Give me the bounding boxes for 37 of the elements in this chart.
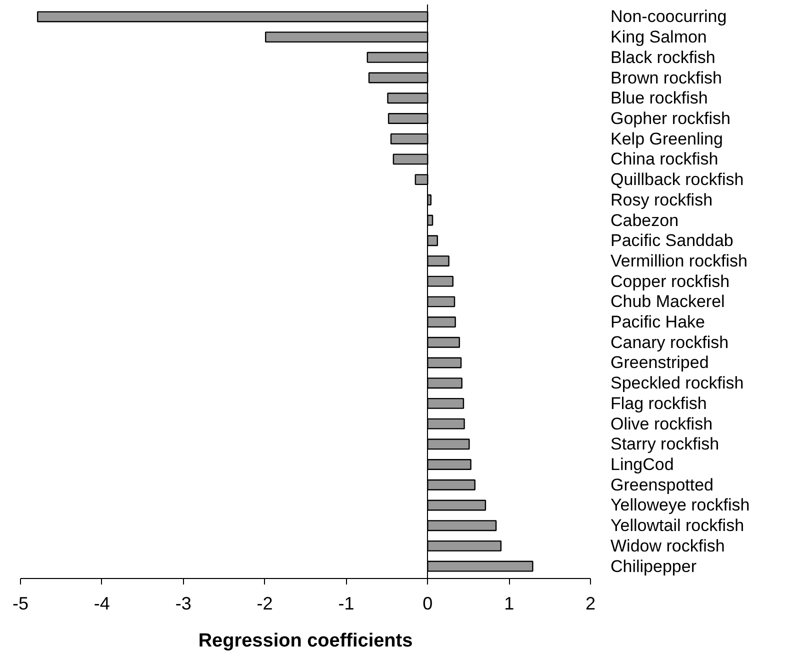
x-tick-label: -3 — [175, 594, 192, 614]
x-tick-label: 2 — [585, 594, 596, 614]
y-tick-label: Brown rockfish — [610, 68, 722, 88]
y-tick-label: Vermillion rockfish — [610, 251, 748, 270]
y-tick-label: Chilipepper — [610, 556, 697, 576]
y-tick-label: Widow rockfish — [610, 536, 725, 556]
x-tick-label: 1 — [504, 594, 514, 614]
y-tick-label: Greenspotted — [610, 475, 714, 494]
y-tick-label: Greenstriped — [610, 353, 709, 372]
y-tick-label: Gopher rockfish — [610, 108, 730, 128]
y-tick-label: Speckled rockfish — [610, 374, 744, 393]
y-tick-label: LingCod — [610, 455, 674, 474]
y-tick-label: Pacific Sanddab — [610, 231, 734, 250]
y-tick-label: Canary rockfish — [610, 332, 729, 352]
x-axis-title: Regression coefficients — [198, 630, 413, 652]
y-tick-label: Rosy rockfish — [610, 190, 713, 210]
x-tick-label: -2 — [256, 594, 273, 614]
x-tick-label: 0 — [422, 594, 433, 614]
x-tick-label: -1 — [338, 594, 354, 614]
y-tick-label: Black rockfish — [610, 48, 716, 67]
y-tick-label: Quillback rockfish — [610, 170, 744, 190]
y-tick-label: Pacific Hake — [610, 312, 705, 332]
x-tick-label: -4 — [94, 594, 110, 614]
x-tick-label: -5 — [12, 594, 29, 614]
y-tick-label: Starry rockfish — [610, 434, 720, 454]
y-tick-label: King Salmon — [610, 28, 707, 47]
y-tick-label: Copper rockfish — [610, 272, 730, 291]
y-tick-label: Yellowtail rockfish — [610, 516, 744, 536]
y-tick-label: Olive rockfish — [610, 414, 713, 434]
y-tick-label: Yelloweye rockfish — [610, 496, 750, 515]
y-tick-label: Chub Mackerel — [610, 292, 725, 312]
y-tick-label: Kelp Greenling — [610, 129, 723, 148]
y-tick-label: Flag rockfish — [610, 394, 707, 413]
y-tick-label: Non-coocurring — [610, 7, 727, 26]
y-tick-label: Cabezon — [610, 210, 679, 230]
y-tick-label: Blue rockfish — [610, 88, 708, 108]
y-tick-label: China rockfish — [610, 150, 718, 169]
